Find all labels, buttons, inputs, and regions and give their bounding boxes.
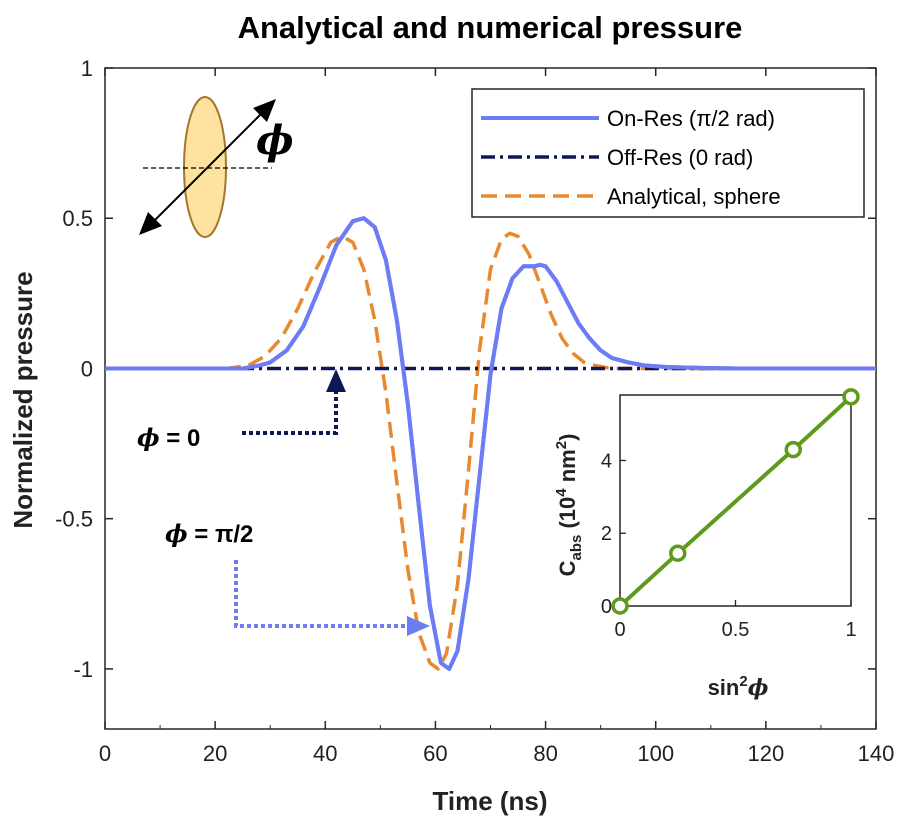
inset-chart: 0 0.5 1 024 sin2ϕ Cabs (104 nm2): [553, 388, 860, 701]
legend: On-Res (π/2 rad) Off-Res (0 rad) Analyti…: [471, 88, 865, 218]
inset-data-point: [611, 597, 629, 615]
inset-y-tick-label: 0: [601, 596, 612, 618]
x-tick-label: 0: [99, 741, 111, 766]
x-tick-label: 100: [637, 741, 674, 766]
legend-label-off-res: Off-Res (0 rad): [607, 145, 753, 170]
inset-x-tick-label: 0: [614, 619, 625, 641]
y-axis-label: Normalized pressure: [8, 271, 38, 528]
inset-y-tick-label: 2: [601, 523, 612, 545]
x-tick-label: 40: [313, 741, 337, 766]
y-tick-label: -0.5: [55, 507, 93, 532]
x-axis-ticks: 0 20 40 60 80 100 120 140: [99, 68, 894, 766]
legend-label-on-res: On-Res (π/2 rad): [607, 106, 775, 131]
x-tick-label: 120: [747, 741, 784, 766]
inset-y-tick-label: 4: [601, 450, 612, 472]
inset-series-layer: [611, 388, 860, 615]
inset-x-axis-ticks: 0 0.5 1: [614, 600, 857, 641]
polarization-axis-line: [147, 106, 269, 228]
x-tick-label: 60: [423, 741, 447, 766]
inset-x-tick-label: 1: [845, 619, 856, 641]
chart-title: Analytical and numerical pressure: [238, 10, 743, 45]
annotation-phi-zero-arrow-head: [326, 369, 346, 392]
inset-series-line: [618, 395, 853, 608]
y-tick-label: -1: [73, 657, 93, 682]
series-layer: [105, 216, 876, 671]
polarization-arrow-head-down: [139, 212, 162, 235]
series-line-on-res-top: [105, 216, 876, 671]
polarization-arrow-head-up: [253, 99, 276, 122]
inset-x-tick-label: 0.5: [722, 619, 750, 641]
x-tick-label: 20: [203, 741, 227, 766]
annotation-phi-pi2-arrow-head: [407, 616, 430, 636]
annotation-phi-pi2: ϕ = π/2: [165, 519, 430, 636]
inset-data-point: [669, 544, 687, 562]
inset-data-point: [784, 440, 802, 459]
annotation-phi-zero-arrow: [242, 392, 338, 435]
y-tick-label: 0: [81, 356, 93, 381]
particle-ellipse: [183, 96, 227, 238]
inset-x-axis-label: sin2ϕ: [708, 673, 769, 701]
y-tick-label: 0.5: [62, 206, 93, 231]
legend-label-analytical: Analytical, sphere: [607, 184, 781, 209]
annotation-phi-zero: ϕ = 0: [137, 369, 346, 452]
series-line-2: [105, 231, 876, 671]
inset-y-axis-label: Cabs (104 nm2): [553, 434, 585, 577]
x-tick-label: 140: [858, 741, 895, 766]
inset-data-point: [842, 388, 860, 406]
x-axis-label: Time (ns): [432, 786, 547, 816]
particle-illustration: ϕ: [139, 96, 294, 238]
annotation-phi-pi2-label: ϕ = π/2: [165, 519, 253, 548]
x-tick-label: 80: [533, 741, 557, 766]
phi-symbol: ϕ: [256, 117, 294, 164]
annotation-phi-pi2-arrow: [234, 560, 408, 628]
y-tick-label: 1: [81, 56, 93, 81]
annotation-phi-zero-label: ϕ = 0: [137, 423, 200, 452]
